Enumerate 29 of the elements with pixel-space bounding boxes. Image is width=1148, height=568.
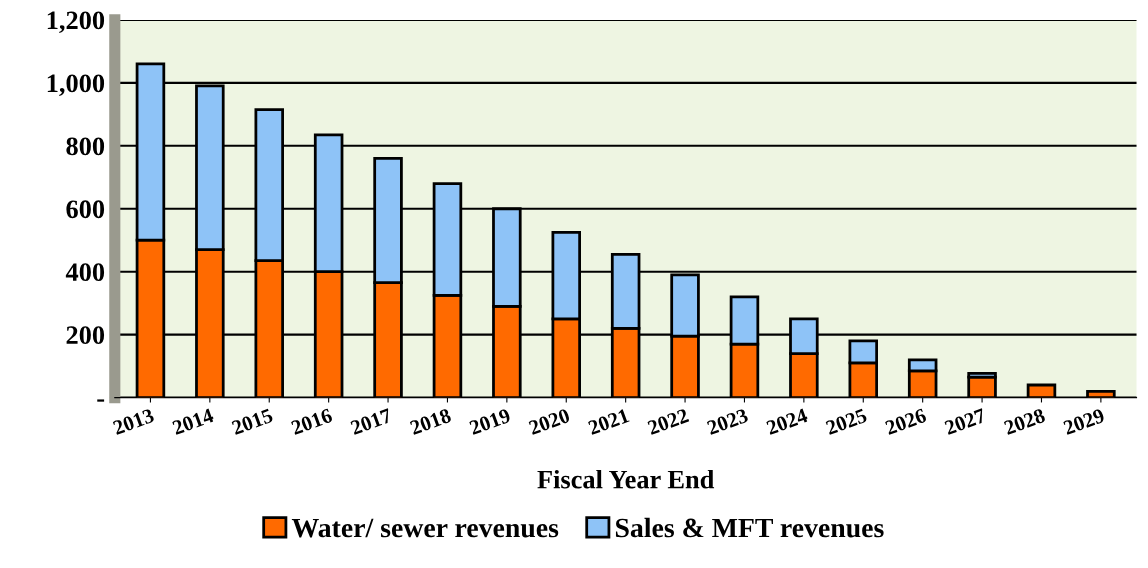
legend-label: Sales & MFT revenues [615, 517, 884, 538]
y-tick-label: 1,000 [47, 74, 105, 97]
y-tick-label: 600 [66, 200, 105, 219]
x-tick-label: 2022 [646, 408, 690, 436]
legend-label: Water/ sewer revenues [291, 518, 559, 538]
x-tick-label: 2019 [468, 408, 512, 436]
x-tick-label: 2015 [231, 408, 274, 436]
x-tick-label: 2029 [1062, 408, 1106, 436]
y-tick-label: 400 [65, 263, 105, 282]
x-tick-label: 2017 [349, 408, 393, 436]
x-tick-label: 2026 [884, 408, 928, 436]
y-tick-label: 1,200 [47, 11, 105, 34]
x-tick-label: 2014 [171, 408, 215, 436]
x-tick-label: 2020 [528, 408, 571, 436]
x-tick-label: 2025 [825, 408, 868, 436]
bar [1026, 383, 1057, 398]
y-tick-label: 800 [66, 137, 105, 156]
y-tick-label: 200 [66, 326, 105, 345]
x-tick-label: 2018 [409, 408, 452, 436]
x-tick-label: 2013 [112, 408, 155, 436]
x-tick-label: 2027 [943, 408, 987, 436]
x-tick-label: 2028 [1003, 408, 1046, 436]
x-tick-label: 2021 [587, 408, 630, 436]
x-tick-label: 2016 [290, 408, 334, 436]
x-tick-label: 2024 [765, 408, 809, 436]
y-tick-label: - [97, 399, 105, 402]
bar [1086, 389, 1116, 398]
x-tick-label: 2023 [706, 408, 749, 436]
x-axis-title: Fiscal Year End [537, 469, 715, 489]
